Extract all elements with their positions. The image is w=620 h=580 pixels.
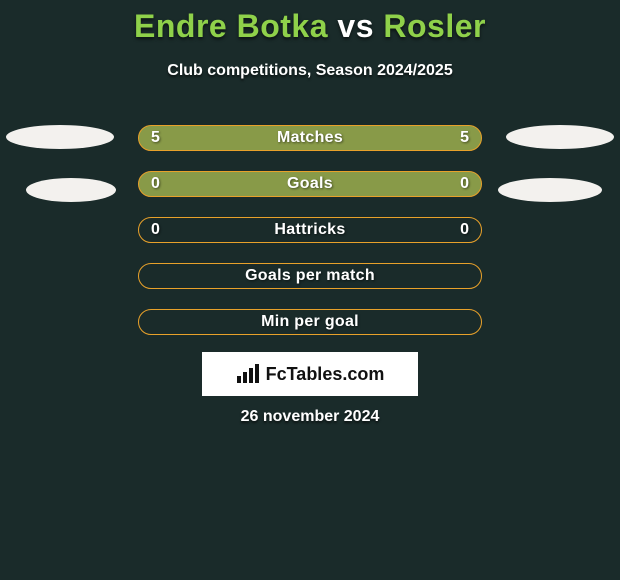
comparison-infographic: Endre Botka vs Rosler Club competitions,… [0, 0, 620, 580]
stat-value-left: 0 [151, 221, 160, 239]
stat-value-left: 0 [151, 175, 160, 193]
side-ellipse [26, 178, 116, 202]
stat-value-right: 5 [460, 129, 469, 147]
stat-label: Min per goal [261, 313, 359, 331]
date-label: 26 november 2024 [0, 408, 620, 426]
page-title: Endre Botka vs Rosler [0, 8, 620, 45]
stat-label: Goals per match [245, 267, 375, 285]
stat-row: Goals 0 0 [138, 171, 482, 197]
subtitle: Club competitions, Season 2024/2025 [0, 62, 620, 80]
title-player-right: Rosler [383, 8, 486, 44]
stat-label: Matches [277, 129, 343, 147]
brand-box: FcTables.com [202, 352, 418, 396]
side-ellipse [506, 125, 614, 149]
brand-text: FcTables.com [266, 364, 385, 385]
stat-row: Hattricks 0 0 [138, 217, 482, 243]
title-player-left: Endre Botka [134, 8, 328, 44]
bar-chart-icon [236, 364, 260, 384]
stat-row: Matches 5 5 [138, 125, 482, 151]
side-ellipse [498, 178, 602, 202]
stat-value-right: 0 [460, 221, 469, 239]
stat-value-left: 5 [151, 129, 160, 147]
stat-label: Hattricks [274, 221, 345, 239]
title-vs: vs [328, 8, 383, 44]
stat-row: Min per goal [138, 309, 482, 335]
stat-value-right: 0 [460, 175, 469, 193]
stat-label: Goals [287, 175, 333, 193]
side-ellipse [6, 125, 114, 149]
stat-row: Goals per match [138, 263, 482, 289]
